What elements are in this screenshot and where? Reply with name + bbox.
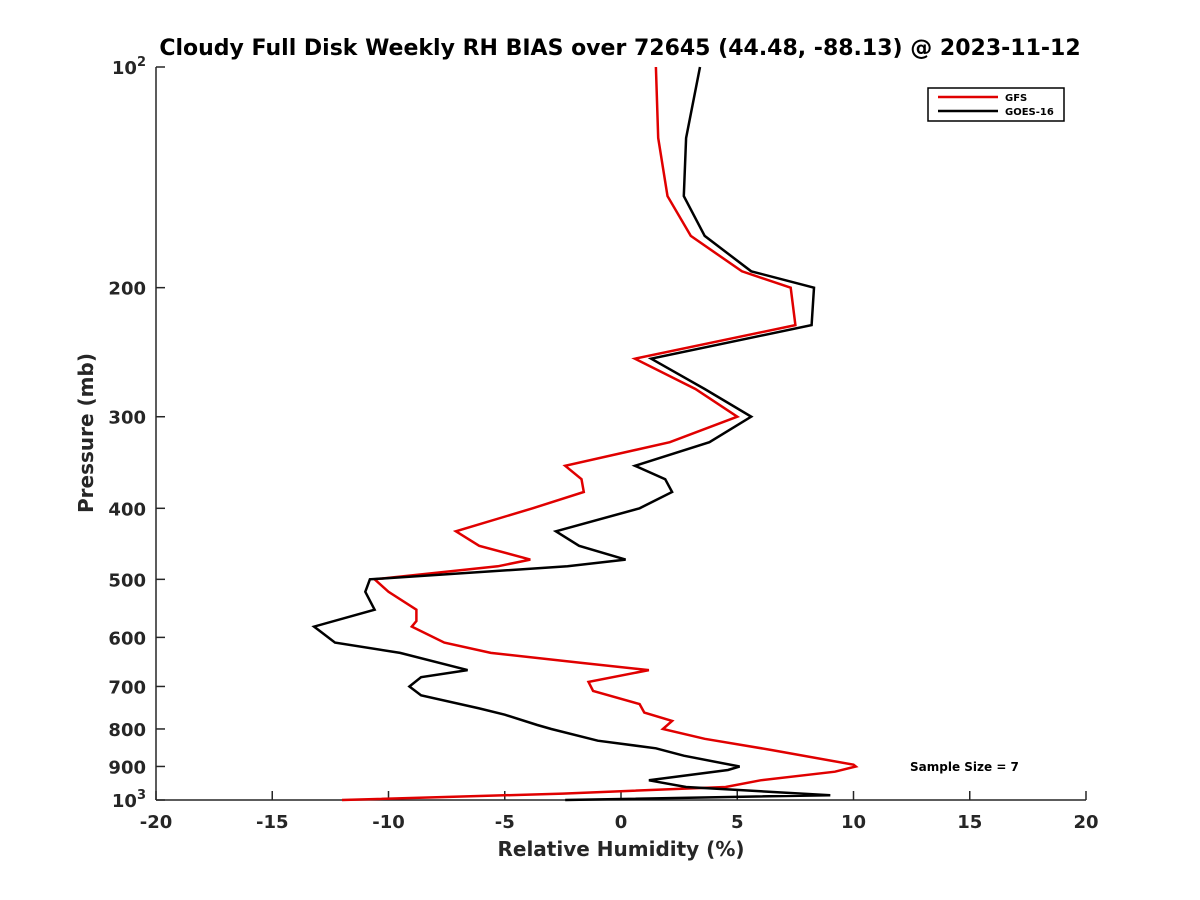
x-tick-label: -20 — [140, 812, 173, 833]
x-tick-label: -10 — [372, 812, 405, 833]
x-tick-label: -5 — [495, 812, 515, 833]
y-tick-label: 102 — [112, 55, 146, 79]
legend: GFS GOES-16 — [927, 87, 1065, 122]
y-tick-label: 200 — [108, 279, 146, 300]
axes — [155, 67, 1086, 801]
y-tick-label-base: 10 — [112, 58, 137, 79]
y-tick-label: 400 — [108, 499, 146, 520]
series-line-goes16 — [311, 66, 831, 802]
chart-title: Cloudy Full Disk Weekly RH BIAS over 726… — [159, 36, 1080, 61]
legend-box — [927, 87, 1065, 122]
x-tick-label: 20 — [1073, 812, 1098, 833]
y-tick-label: 900 — [108, 757, 146, 778]
x-tick-label: 0 — [615, 812, 628, 833]
y-tick-label: 500 — [108, 570, 146, 591]
x-ticks: -20 -15 -10 -5 0 5 10 15 20 — [140, 791, 1099, 833]
x-tick-label: -15 — [256, 812, 289, 833]
x-tick-label: 15 — [957, 812, 982, 833]
y-tick-label: 700 — [108, 677, 146, 698]
y-tick-label: 300 — [108, 408, 146, 429]
y-tick-label: 600 — [108, 628, 146, 649]
series-lines — [311, 66, 859, 802]
legend-label-gfs: GFS — [1005, 93, 1027, 104]
y-tick-label-exponent: 2 — [137, 55, 146, 70]
y-tick-label: 800 — [108, 720, 146, 741]
y-tick-label-base: 10 — [112, 791, 137, 812]
x-axis-label: Relative Humidity (%) — [497, 837, 744, 861]
x-tick-label: 10 — [841, 812, 866, 833]
series-line-gfs — [341, 66, 859, 802]
y-tick-label-exponent: 3 — [137, 788, 146, 803]
sample-size-annotation: Sample Size = 7 — [910, 760, 1019, 774]
legend-label-goes16: GOES-16 — [1005, 107, 1054, 118]
y-axis-label: Pressure (mb) — [74, 353, 98, 513]
y-tick-label: 103 — [112, 788, 146, 812]
x-tick-label: 5 — [731, 812, 744, 833]
